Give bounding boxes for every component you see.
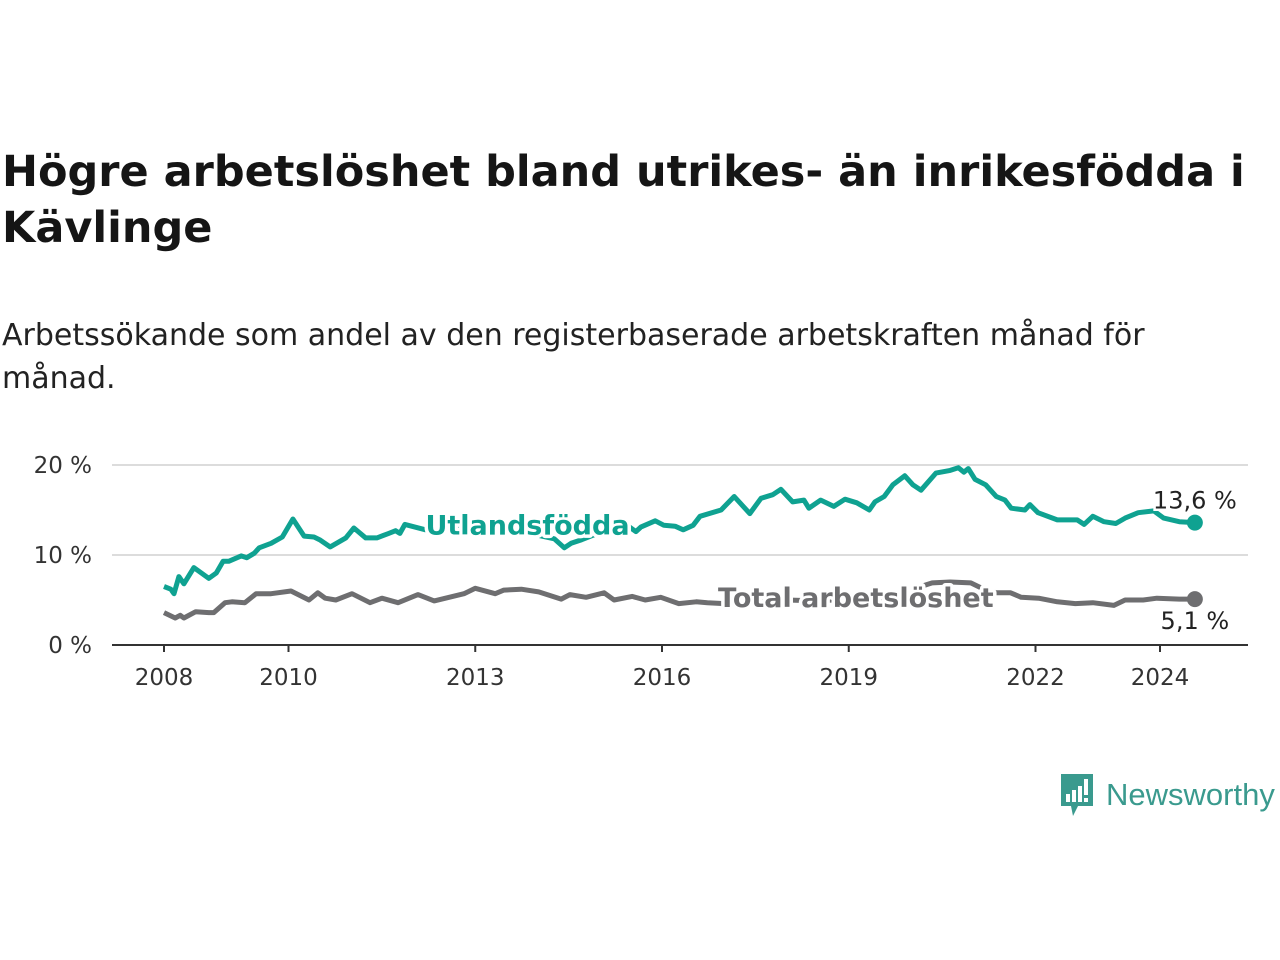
series-labels: Utlandsfödda 13,6 % Total arbetslöshet 5,1 … xyxy=(422,484,1239,637)
chart-title: Högre arbetslöshet bland utrikes- än inr… xyxy=(2,147,1245,253)
y-axis: 0 % 10 % 20 % xyxy=(34,453,92,659)
newsworthy-logo-text: Newsworthy xyxy=(1106,777,1275,812)
end-point-marker xyxy=(1186,591,1203,608)
end-point-marker xyxy=(1186,514,1203,531)
x-axis: 2008 2010 2013 2016 2019 2022 2024 xyxy=(112,644,1248,691)
y-tick-label: 10 % xyxy=(34,543,92,569)
gridlines xyxy=(112,464,1248,556)
series-label: Total arbetslöshet xyxy=(718,583,994,614)
x-tick-label: 2016 xyxy=(633,665,692,691)
chart-subtitle: Arbetssökande som andel av den registerb… xyxy=(2,318,1145,396)
line-chart: 0 % 10 % 20 % 2008 2010 2013 2016 2019 2022 2024… xyxy=(34,453,1248,691)
newsworthy-logo: Newsworthy xyxy=(1058,772,1275,818)
end-value-label: 13,6 % xyxy=(1153,487,1237,515)
x-tick-label: 2022 xyxy=(1006,665,1065,691)
x-tick-label: 2024 xyxy=(1131,665,1190,691)
x-tick-label: 2019 xyxy=(819,665,878,691)
y-tick-label: 20 % xyxy=(34,453,92,479)
series-line-utlandsfodda xyxy=(163,465,1196,597)
series-label: Utlandsfödda xyxy=(425,510,629,541)
x-tick-label: 2013 xyxy=(446,665,505,691)
series-line-total xyxy=(162,579,1195,621)
y-tick-label: 0 % xyxy=(48,633,92,659)
x-tick-label: 2008 xyxy=(135,665,194,691)
end-value-label: 5,1 % xyxy=(1161,607,1230,635)
x-tick-label: 2010 xyxy=(259,665,318,691)
series-lines xyxy=(162,465,1203,621)
newsworthy-logo-icon xyxy=(1061,774,1093,816)
